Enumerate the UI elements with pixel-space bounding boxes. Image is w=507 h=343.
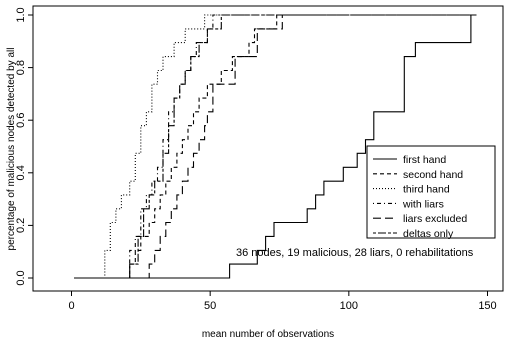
x-tick-label: 100: [340, 300, 358, 312]
series-line-liars-excluded: [74, 14, 477, 279]
y-tick-label: 0.8: [15, 60, 27, 75]
legend-label-third-hand: third hand: [403, 184, 450, 196]
legend-label-deltas-only: deltas only: [403, 228, 454, 240]
x-axis: 0 50 100 150: [68, 291, 497, 312]
series-line-second-hand: [74, 14, 477, 279]
y-tick-label: 0.0: [15, 270, 27, 285]
series-line-deltas-only: [74, 14, 477, 279]
series-line-first-hand: [74, 14, 477, 279]
legend-label-liars-excluded: liars excluded: [403, 213, 467, 225]
x-tick-label: 150: [478, 300, 496, 312]
y-tick-label: 0.6: [15, 113, 27, 128]
x-axis-title: mean number of observations: [202, 329, 334, 340]
y-tick-label: 1.0: [15, 7, 27, 22]
x-tick-label: 0: [68, 300, 74, 312]
y-tick-label: 0.4: [15, 165, 27, 180]
legend: first hand second hand third hand with liar…: [366, 145, 496, 240]
chart-annotation: 36 nodes, 19 malicious, 28 liars, 0 reha…: [236, 247, 474, 259]
y-axis-title: percentage of malicious nodes detected b…: [6, 48, 17, 251]
y-axis: 0.0 0.2 0.4 0.6 0.8 1.0: [15, 7, 33, 286]
legend-label-with-liars: with liars: [402, 198, 444, 210]
plot-frame: [32, 5, 504, 292]
y-tick-label: 0.2: [15, 218, 27, 233]
legend-label-second-hand: second hand: [403, 169, 463, 181]
legend-box: [366, 145, 496, 239]
x-tick-label: 50: [204, 300, 216, 312]
series-lines: [74, 14, 477, 279]
legend-label-first-hand: first hand: [403, 154, 446, 166]
